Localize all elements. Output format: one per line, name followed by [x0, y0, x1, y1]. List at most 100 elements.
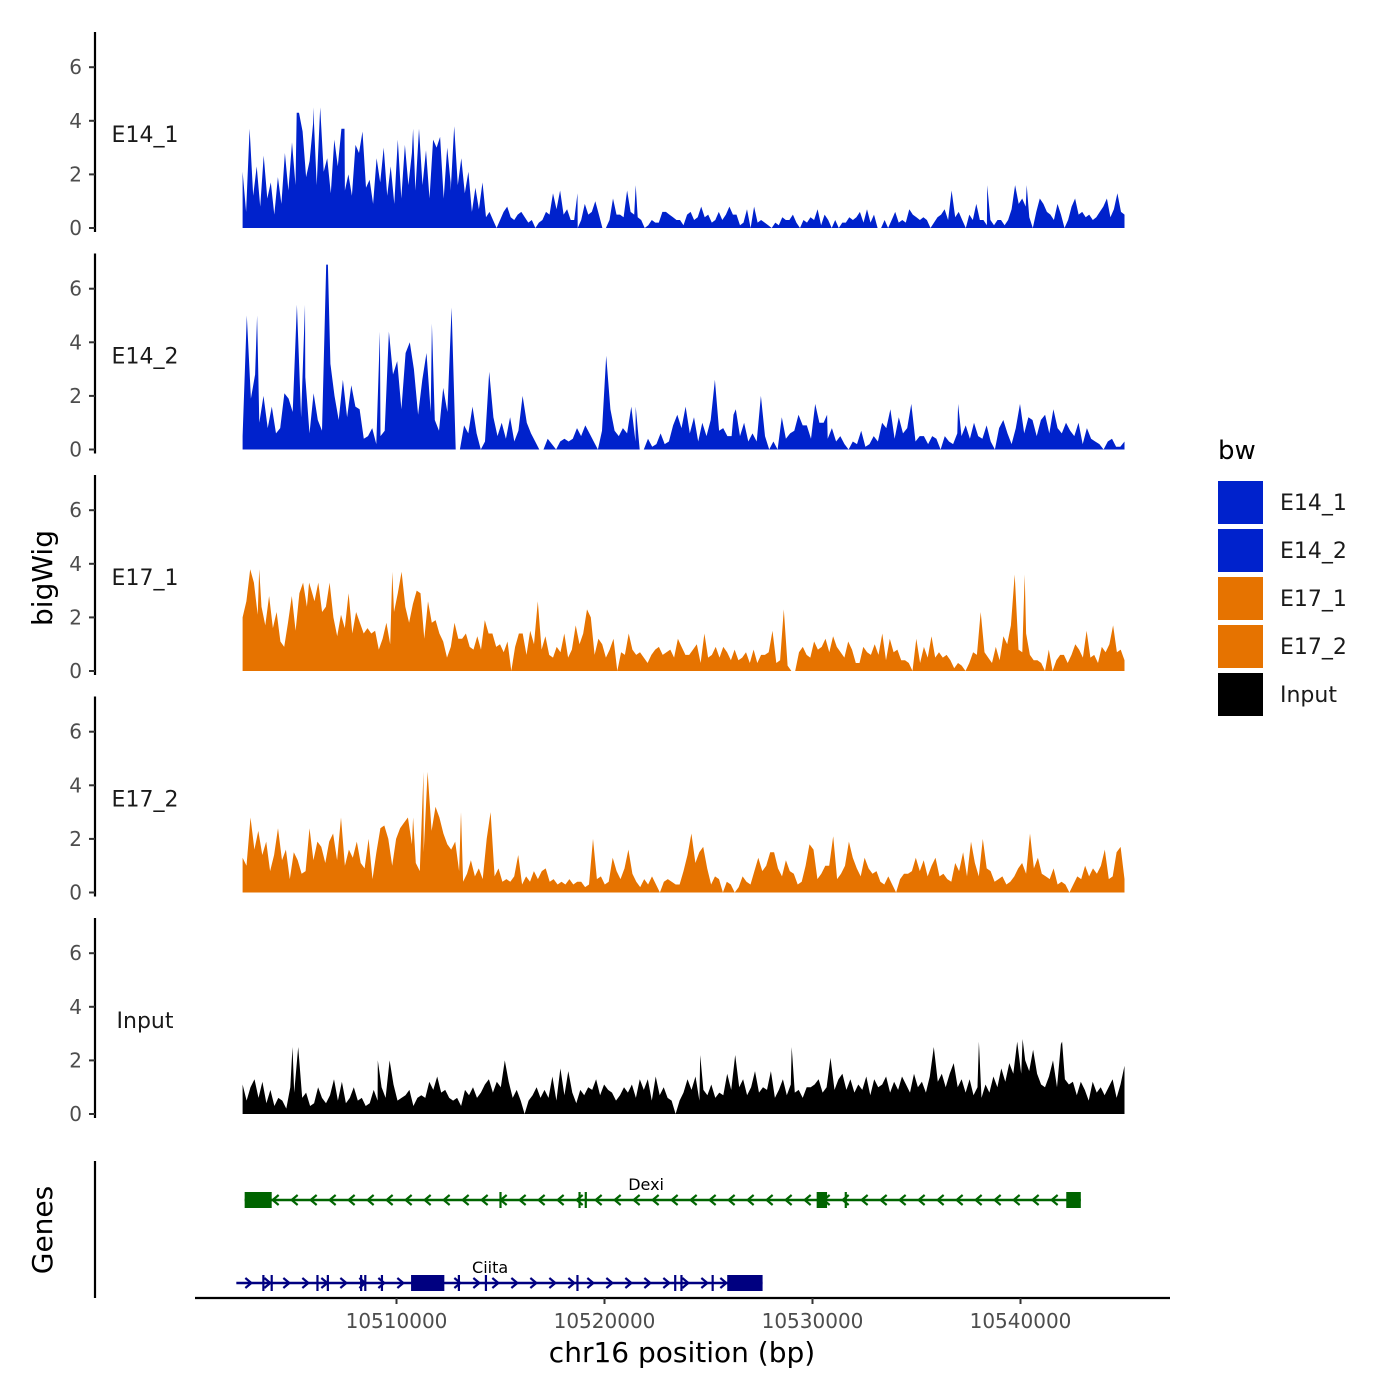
y-tick-label: 0: [69, 881, 82, 905]
y-tick-label: 4: [69, 330, 82, 354]
y-tick-label: 2: [69, 605, 82, 629]
strand-arrow: [422, 1194, 432, 1206]
strand-arrow: [897, 1194, 907, 1206]
coverage-area-E14_1: [242, 107, 1125, 228]
strand-arrow: [403, 1194, 413, 1206]
track-label: E17_2: [112, 788, 179, 813]
strand-arrow: [954, 1194, 964, 1206]
strand-arrow: [555, 1194, 565, 1206]
y-tick-label: 0: [69, 216, 82, 240]
exon-block: [1066, 1192, 1081, 1208]
strand-arrow: [586, 1277, 596, 1289]
y-tick-label: 6: [69, 720, 82, 744]
track-label: E14_1: [112, 123, 179, 148]
strand-arrow: [308, 1194, 318, 1206]
y-tick-label: 2: [69, 1048, 82, 1072]
x-axis-ticks: 10510000 10520000 10530000 10540000: [346, 1298, 1071, 1333]
coverage-area-Input: [242, 1039, 1125, 1114]
strand-arrow: [631, 1194, 641, 1206]
legend-swatch-E17_1: [1218, 577, 1263, 620]
strand-arrow: [567, 1277, 577, 1289]
track-E17_1: 0 2 4 6 E17_1: [69, 475, 1125, 683]
y-axis-title-bigwig: bigWig: [26, 530, 59, 626]
strand-arrow: [453, 1277, 463, 1289]
track-E14_1: 0 2 4 6 E14_1: [69, 32, 1125, 240]
strand-arrow: [726, 1194, 736, 1206]
strand-arrow: [327, 1194, 337, 1206]
strand-arrow: [491, 1277, 501, 1289]
legend-label-E17_2: E17_2: [1280, 635, 1347, 660]
strand-arrow: [548, 1277, 558, 1289]
exon-block: [411, 1275, 445, 1291]
strand-arrow: [289, 1194, 299, 1206]
strand-arrow: [574, 1194, 584, 1206]
strand-arrow: [301, 1277, 311, 1289]
gene-models: Dexi Ciita: [236, 1175, 1081, 1291]
bigwig-tracks: 0 2 4 6 E14_1 0 2 4 6 E14_2 0 2 4 6 E17_1 0 2 4 6 E17_2 0 2 4 6…: [69, 32, 1125, 1126]
strand-arrow: [472, 1277, 482, 1289]
strand-arrow: [764, 1194, 774, 1206]
y-tick-label: 2: [69, 162, 82, 186]
strand-arrow: [346, 1194, 356, 1206]
strand-arrow: [643, 1277, 653, 1289]
legend-label-E14_1: E14_1: [1280, 491, 1347, 516]
strand-arrow: [802, 1194, 812, 1206]
legend-label-E14_2: E14_2: [1280, 539, 1347, 564]
strand-arrow: [916, 1194, 926, 1206]
strand-arrow: [510, 1277, 520, 1289]
coverage-area-E14_2: [242, 264, 1125, 450]
track-E14_2: 0 2 4 6 E14_2: [69, 253, 1125, 462]
track-E17_2: 0 2 4 6 E17_2: [69, 696, 1125, 905]
y-tick-label: 4: [69, 552, 82, 576]
strand-arrow: [688, 1194, 698, 1206]
y-tick-label: 0: [69, 659, 82, 683]
strand-arrow: [612, 1194, 622, 1206]
legend-title: bw: [1218, 436, 1256, 466]
x-tick-label: 10520000: [554, 1309, 656, 1333]
legend-swatch-E14_2: [1218, 529, 1263, 572]
coverage-area-E17_2: [242, 771, 1125, 893]
strand-arrow: [479, 1194, 489, 1206]
strand-arrow: [396, 1277, 406, 1289]
y-tick-label: 6: [69, 941, 82, 965]
legend-swatch-Input: [1218, 673, 1263, 716]
y-tick-label: 4: [69, 109, 82, 133]
track-label: E14_2: [112, 345, 179, 370]
strand-arrow: [878, 1194, 888, 1206]
strand-arrow: [517, 1194, 527, 1206]
legend-label-Input: Input: [1280, 683, 1337, 708]
strand-arrow: [783, 1194, 793, 1206]
strand-arrow: [460, 1194, 470, 1206]
legend: bw E14_1 E14_2 E17_1 E17_2 Input: [1218, 436, 1347, 716]
strand-arrow: [935, 1194, 945, 1206]
strand-arrow: [441, 1194, 451, 1206]
strand-arrow: [263, 1277, 273, 1289]
strand-arrow: [624, 1277, 634, 1289]
strand-arrow: [365, 1194, 375, 1206]
strand-arrow: [270, 1194, 280, 1206]
strand-arrow: [669, 1194, 679, 1206]
strand-arrow: [529, 1277, 539, 1289]
y-tick-label: 0: [69, 438, 82, 462]
y-tick-label: 6: [69, 498, 82, 522]
gene-label: Dexi: [628, 1175, 664, 1194]
strand-arrow: [719, 1277, 729, 1289]
legend-swatch-E14_1: [1218, 481, 1263, 524]
strand-arrow: [707, 1194, 717, 1206]
strand-arrow: [536, 1194, 546, 1206]
strand-arrow: [605, 1277, 615, 1289]
y-tick-label: 4: [69, 995, 82, 1019]
gene-Dexi: Dexi: [244, 1175, 1081, 1208]
y-tick-label: 6: [69, 277, 82, 301]
strand-arrow: [377, 1277, 387, 1289]
legend-label-E17_1: E17_1: [1280, 587, 1347, 612]
strand-arrow: [384, 1194, 394, 1206]
strand-arrow: [1011, 1194, 1021, 1206]
track-label: Input: [117, 1009, 174, 1034]
gene-Ciita: Ciita: [236, 1258, 763, 1291]
strand-arrow: [973, 1194, 983, 1206]
strand-arrow: [593, 1194, 603, 1206]
gene-label: Ciita: [472, 1258, 508, 1277]
x-tick-label: 10510000: [346, 1309, 448, 1333]
